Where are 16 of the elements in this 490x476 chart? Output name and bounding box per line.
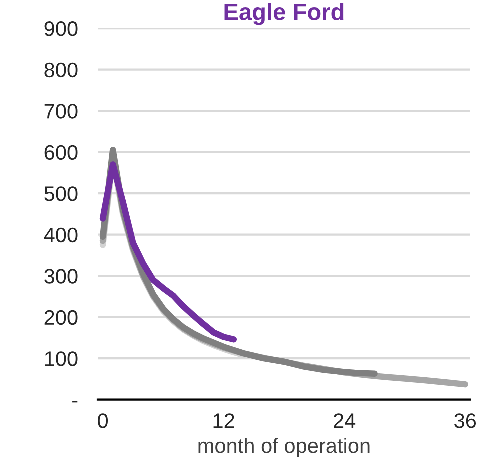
y-tick-label: 400 [44,228,78,243]
x-tick-label: 0 [98,414,108,428]
y-tick-label: 500 [44,186,78,202]
x-axis-title: month of operation [198,438,370,458]
y-tick-label: 300 [44,269,78,284]
x-tick-label: 12 [214,414,234,428]
y-tick-label: 900 [44,22,78,36]
y-tick-label: 200 [44,310,78,326]
chart-title: Eagle Ford [224,3,344,26]
x-tick-label: 36 [454,414,476,428]
y-tick-label: - [72,401,78,403]
y-tick-label: 800 [44,62,78,78]
y-tick-label: 700 [44,104,78,119]
y-tick-label: 100 [45,352,78,366]
x-tick-label: 24 [334,414,356,428]
y-tick-label: 600 [44,145,78,160]
